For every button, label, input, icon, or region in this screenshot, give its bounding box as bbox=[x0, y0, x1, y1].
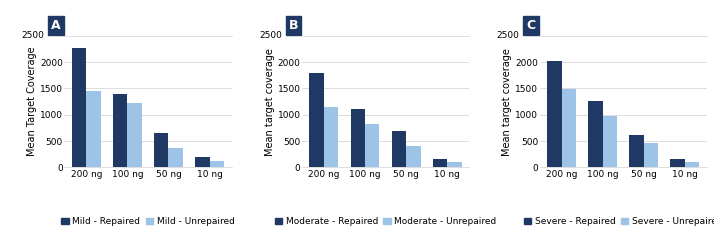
Bar bbox=[603, 116, 617, 167]
Y-axis label: Mean target coverage: Mean target coverage bbox=[265, 48, 275, 156]
Bar bbox=[670, 159, 685, 167]
Text: B: B bbox=[288, 19, 298, 32]
Bar bbox=[169, 148, 183, 167]
Bar bbox=[127, 103, 142, 167]
Bar bbox=[72, 48, 86, 167]
Bar bbox=[154, 133, 169, 167]
Bar bbox=[365, 125, 379, 167]
Text: A: A bbox=[51, 19, 61, 32]
Bar bbox=[309, 73, 324, 167]
Bar bbox=[406, 146, 421, 167]
Bar bbox=[351, 109, 365, 167]
Bar bbox=[588, 101, 603, 167]
Bar bbox=[644, 143, 658, 167]
Text: 2500: 2500 bbox=[496, 31, 520, 40]
Bar bbox=[195, 157, 210, 167]
Bar bbox=[433, 159, 447, 167]
Bar bbox=[547, 61, 561, 167]
Bar bbox=[113, 94, 127, 167]
Text: C: C bbox=[527, 19, 536, 32]
Legend: Mild - Repaired, Mild - Unrepaired: Mild - Repaired, Mild - Unrepaired bbox=[58, 214, 238, 230]
Bar bbox=[561, 89, 576, 167]
Bar bbox=[86, 91, 101, 167]
Text: 2500: 2500 bbox=[259, 31, 282, 40]
Bar bbox=[324, 107, 338, 167]
Y-axis label: Mean target coverage: Mean target coverage bbox=[503, 48, 513, 156]
Bar bbox=[392, 131, 406, 167]
Bar bbox=[210, 161, 224, 167]
Bar bbox=[685, 162, 699, 167]
Bar bbox=[629, 135, 644, 167]
Y-axis label: Mean Target Coverage: Mean Target Coverage bbox=[27, 47, 37, 156]
Text: 2500: 2500 bbox=[21, 31, 44, 40]
Legend: Moderate - Repaired, Moderate - Unrepaired: Moderate - Repaired, Moderate - Unrepair… bbox=[271, 214, 500, 230]
Bar bbox=[447, 162, 462, 167]
Legend: Severe - Repaired, Severe - Unrepaired: Severe - Repaired, Severe - Unrepaired bbox=[521, 214, 714, 230]
